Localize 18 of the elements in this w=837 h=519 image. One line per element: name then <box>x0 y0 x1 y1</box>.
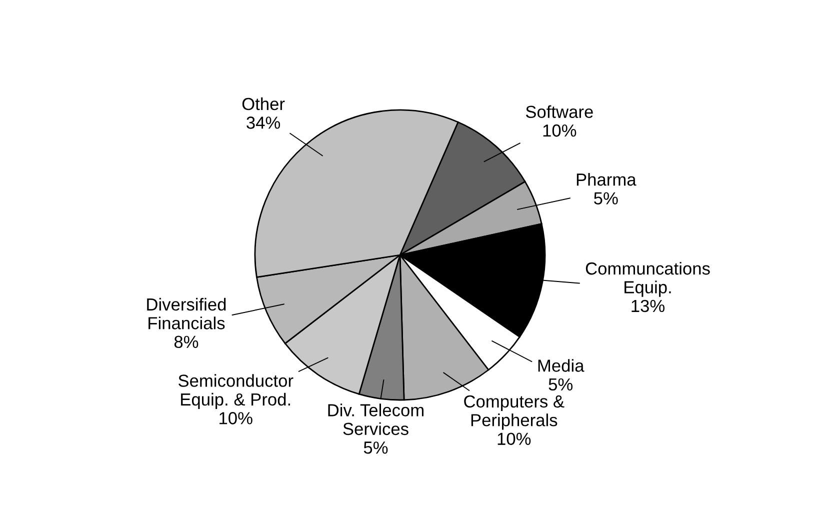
slice-label: Div. Telecom Services <box>328 404 424 436</box>
slice-label: Other <box>242 97 285 110</box>
data-label: 13% <box>632 300 665 312</box>
data-label: 10% <box>498 432 531 446</box>
slice-label: Pharma <box>576 173 636 186</box>
slice-label: Software <box>526 105 593 118</box>
slice-label: Media <box>538 359 584 372</box>
data-label: 5% <box>548 378 573 391</box>
slice-label: Diversified Financials <box>147 298 226 330</box>
data-label: 5% <box>364 442 388 454</box>
slice-label: Communcations Equip. <box>586 262 710 297</box>
slice-label: Computers & Peripherals <box>464 395 564 430</box>
data-label: 10% <box>543 124 576 137</box>
slice-label: Semiconductor Equip. & Prod. <box>178 374 294 410</box>
data-label: 34% <box>246 116 280 129</box>
data-label: 10% <box>220 412 252 424</box>
data-label: 8% <box>174 336 198 348</box>
data-label: 5% <box>594 192 618 204</box>
